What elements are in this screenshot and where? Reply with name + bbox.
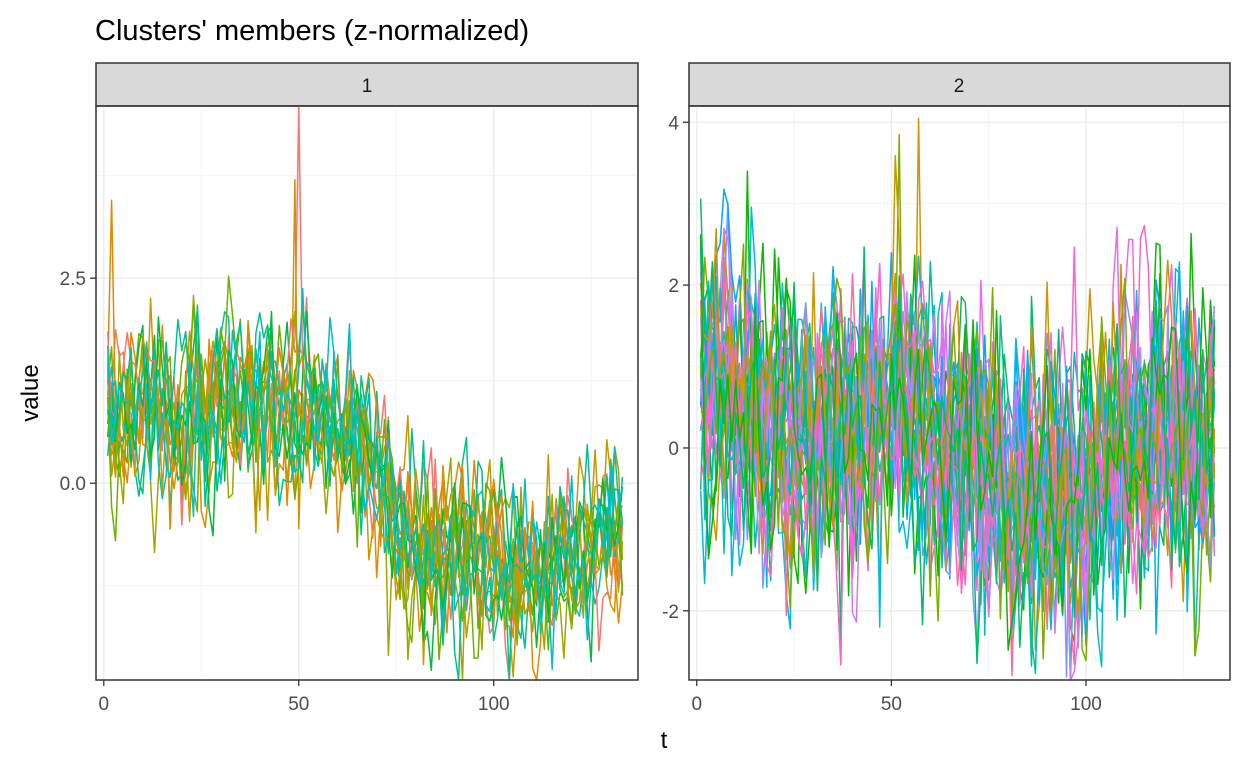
series-line-1-12 <box>106 310 624 681</box>
y-tick-label: 2.5 <box>60 269 86 290</box>
facet-strip-label-2: 2 <box>954 76 965 97</box>
series-line-1-13 <box>106 275 624 660</box>
facet-panel-1: 1 0 50 100 0.0 2.5 <box>60 62 639 715</box>
series-line-1-15 <box>106 304 624 681</box>
series-line-1-10 <box>106 325 624 639</box>
x-tick-label: 100 <box>1070 694 1102 715</box>
x-tick-label: 100 <box>478 694 510 715</box>
y-tick-label: -2 <box>662 602 679 623</box>
x-tick-label: 0 <box>691 694 702 715</box>
y-tick-label: 4 <box>668 113 679 134</box>
series-line-2-28 <box>699 243 1216 662</box>
facet-panel-border-2 <box>688 105 1231 681</box>
series-line-2-29 <box>699 234 1216 651</box>
facet-strip-1 <box>95 62 639 107</box>
x-axis-title: t <box>661 727 668 754</box>
series-line-1-16 <box>106 287 624 641</box>
series-line-1-14 <box>107 316 624 649</box>
facet-panel-border-1 <box>95 105 639 681</box>
x-tick-label: 50 <box>288 694 309 715</box>
facet-series-2 <box>699 117 1216 681</box>
series-line-2-25 <box>699 246 1216 666</box>
series-line-2-23 <box>699 282 1216 681</box>
facet-axes-2: 0 50 100 -2 0 2 4 <box>662 113 1102 715</box>
facet-strip-2 <box>688 62 1231 107</box>
chart-title: Clusters' members (z-normalized) <box>95 15 529 47</box>
y-tick-label: 0.0 <box>60 474 86 495</box>
series-line-2-30 <box>699 198 1216 648</box>
y-tick-label: 0 <box>668 439 679 460</box>
x-tick-label: 0 <box>99 694 110 715</box>
facet-series-1 <box>106 105 624 681</box>
y-axis-title: value <box>17 364 44 421</box>
x-tick-label: 50 <box>881 694 902 715</box>
facet-panel-2: 2 0 50 100 -2 0 2 4 <box>662 62 1231 715</box>
facet-axes-1: 0 50 100 0.0 2.5 <box>60 269 510 715</box>
series-line-2-26 <box>699 258 1216 677</box>
y-tick-label: 2 <box>668 276 679 297</box>
facet-strip-label-1: 1 <box>362 76 373 97</box>
